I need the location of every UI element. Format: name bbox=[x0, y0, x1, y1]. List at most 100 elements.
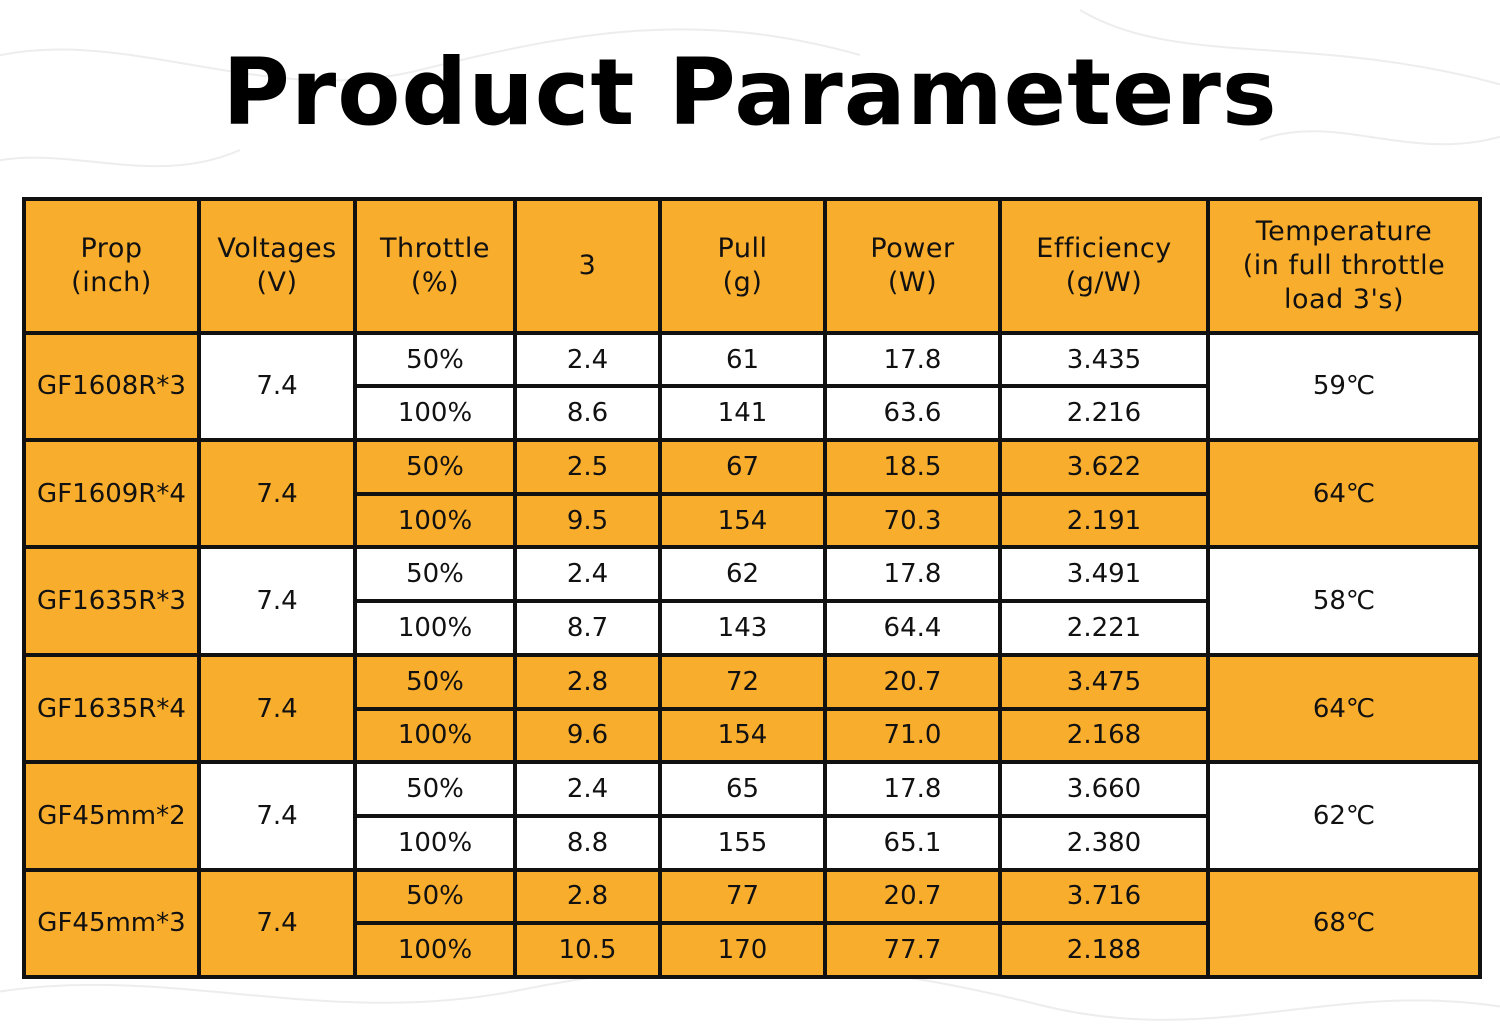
efficiency-cell: 3.491 bbox=[998, 545, 1210, 604]
prop-cell: GF45mm*2 bbox=[22, 760, 201, 872]
temperature-cell: 59℃ bbox=[1206, 330, 1482, 443]
header-text: Efficiency bbox=[1036, 232, 1172, 264]
current-cell: 8.7 bbox=[513, 599, 662, 657]
voltage-cell: 7.4 bbox=[197, 330, 357, 443]
parameters-table: Prop (inch) Voltages (V) Throttle (%) 3 … bbox=[22, 197, 1482, 980]
pull-cell: 65 bbox=[658, 760, 827, 818]
prop-cell: GF1635R*3 bbox=[22, 545, 201, 657]
pull-cell: 155 bbox=[658, 813, 827, 872]
power-cell: 20.7 bbox=[823, 867, 1002, 926]
power-cell: 63.6 bbox=[823, 384, 1002, 443]
header-current: 3 bbox=[513, 197, 662, 335]
pull-cell: 154 bbox=[658, 491, 827, 550]
throttle-cell: 50% bbox=[353, 652, 517, 711]
power-cell: 18.5 bbox=[823, 438, 1002, 496]
efficiency-cell: 2.168 bbox=[998, 706, 1210, 765]
power-cell: 77.7 bbox=[823, 921, 1002, 979]
header-prop: Prop (inch) bbox=[22, 197, 201, 335]
voltage-cell: 7.4 bbox=[197, 867, 357, 980]
table-body: Prop (inch) Voltages (V) Throttle (%) 3 … bbox=[22, 197, 1482, 980]
current-cell: 2.4 bbox=[513, 330, 662, 389]
pull-cell: 170 bbox=[658, 921, 827, 979]
current-cell: 8.8 bbox=[513, 813, 662, 872]
throttle-cell: 100% bbox=[353, 921, 517, 979]
header-efficiency: Efficiency (g/W) bbox=[998, 197, 1210, 335]
header-text: (g) bbox=[722, 266, 763, 298]
header-text: Throttle bbox=[380, 232, 490, 264]
header-throttle: Throttle (%) bbox=[353, 197, 517, 335]
efficiency-cell: 2.380 bbox=[998, 813, 1210, 872]
power-cell: 70.3 bbox=[823, 491, 1002, 550]
current-cell: 2.4 bbox=[513, 760, 662, 818]
voltage-cell: 7.4 bbox=[197, 652, 357, 765]
temperature-cell: 62℃ bbox=[1206, 760, 1482, 872]
current-cell: 2.4 bbox=[513, 545, 662, 604]
pull-cell: 72 bbox=[658, 652, 827, 711]
power-cell: 71.0 bbox=[823, 706, 1002, 765]
throttle-cell: 50% bbox=[353, 438, 517, 496]
pull-cell: 77 bbox=[658, 867, 827, 926]
current-cell: 10.5 bbox=[513, 921, 662, 979]
header-text: (V) bbox=[256, 266, 298, 298]
header-text: (inch) bbox=[71, 266, 152, 298]
table-row: GF45mm*2 7.4 50% 2.4 65 17.8 3.660 62℃ bbox=[22, 760, 1482, 872]
header-text: Voltages bbox=[217, 232, 337, 264]
header-text: (%) bbox=[410, 266, 460, 298]
table-row: GF1609R*4 7.4 50% 2.5 67 18.5 3.622 64℃ bbox=[22, 438, 1482, 550]
efficiency-cell: 2.216 bbox=[998, 384, 1210, 443]
pull-cell: 143 bbox=[658, 599, 827, 657]
efficiency-cell: 3.435 bbox=[998, 330, 1210, 389]
throttle-cell: 50% bbox=[353, 545, 517, 604]
throttle-cell: 100% bbox=[353, 491, 517, 550]
efficiency-cell: 3.716 bbox=[998, 867, 1210, 926]
current-cell: 9.5 bbox=[513, 491, 662, 550]
table-row: GF1635R*4 7.4 50% 2.8 72 20.7 3.475 64℃ bbox=[22, 652, 1482, 765]
header-row: Prop (inch) Voltages (V) Throttle (%) 3 … bbox=[22, 197, 1482, 335]
power-cell: 64.4 bbox=[823, 599, 1002, 657]
temperature-cell: 64℃ bbox=[1206, 438, 1482, 550]
header-voltages: Voltages (V) bbox=[197, 197, 357, 335]
current-cell: 9.6 bbox=[513, 706, 662, 765]
header-text: 3 bbox=[578, 249, 597, 281]
page-title: Product Parameters bbox=[222, 39, 1278, 146]
throttle-cell: 100% bbox=[353, 813, 517, 872]
voltage-cell: 7.4 bbox=[197, 760, 357, 872]
efficiency-cell: 2.191 bbox=[998, 491, 1210, 550]
table-row: GF1635R*3 7.4 50% 2.4 62 17.8 3.491 58℃ bbox=[22, 545, 1482, 657]
header-text: Temperature bbox=[1255, 215, 1433, 247]
efficiency-cell: 2.221 bbox=[998, 599, 1210, 657]
prop-cell: GF45mm*3 bbox=[22, 867, 201, 980]
voltage-cell: 7.4 bbox=[197, 545, 357, 657]
pull-cell: 61 bbox=[658, 330, 827, 389]
throttle-cell: 100% bbox=[353, 706, 517, 765]
table-row: 100% 8.6 141 63.6 2.216 bbox=[24, 384, 1480, 443]
throttle-cell: 50% bbox=[353, 760, 517, 818]
prop-cell: GF1608R*3 bbox=[22, 330, 201, 443]
throttle-cell: 50% bbox=[353, 867, 517, 926]
throttle-cell: 100% bbox=[353, 384, 517, 443]
table-row: 100% 10.5 170 77.7 2.188 bbox=[24, 921, 1480, 979]
efficiency-cell: 3.622 bbox=[998, 438, 1210, 496]
prop-cell: GF1635R*4 bbox=[22, 652, 201, 765]
efficiency-cell: 3.660 bbox=[998, 760, 1210, 818]
pull-cell: 154 bbox=[658, 706, 827, 765]
pull-cell: 62 bbox=[658, 545, 827, 604]
current-cell: 8.6 bbox=[513, 384, 662, 443]
power-cell: 17.8 bbox=[823, 330, 1002, 389]
current-cell: 2.8 bbox=[513, 652, 662, 711]
temperature-cell: 58℃ bbox=[1206, 545, 1482, 657]
table-row: 100% 9.5 154 70.3 2.191 bbox=[24, 491, 1480, 550]
prop-cell: GF1609R*4 bbox=[22, 438, 201, 550]
throttle-cell: 50% bbox=[353, 330, 517, 389]
pull-cell: 67 bbox=[658, 438, 827, 496]
voltage-cell: 7.4 bbox=[197, 438, 357, 550]
power-cell: 20.7 bbox=[823, 652, 1002, 711]
header-text: (in full throttle bbox=[1242, 249, 1446, 281]
table-row: 100% 8.7 143 64.4 2.221 bbox=[24, 599, 1480, 657]
power-cell: 65.1 bbox=[823, 813, 1002, 872]
header-temperature: Temperature (in full throttle load 3's) bbox=[1206, 197, 1482, 335]
current-cell: 2.8 bbox=[513, 867, 662, 926]
header-text: (g/W) bbox=[1065, 266, 1143, 298]
table-row: 100% 9.6 154 71.0 2.168 bbox=[24, 706, 1480, 765]
efficiency-cell: 2.188 bbox=[998, 921, 1210, 979]
